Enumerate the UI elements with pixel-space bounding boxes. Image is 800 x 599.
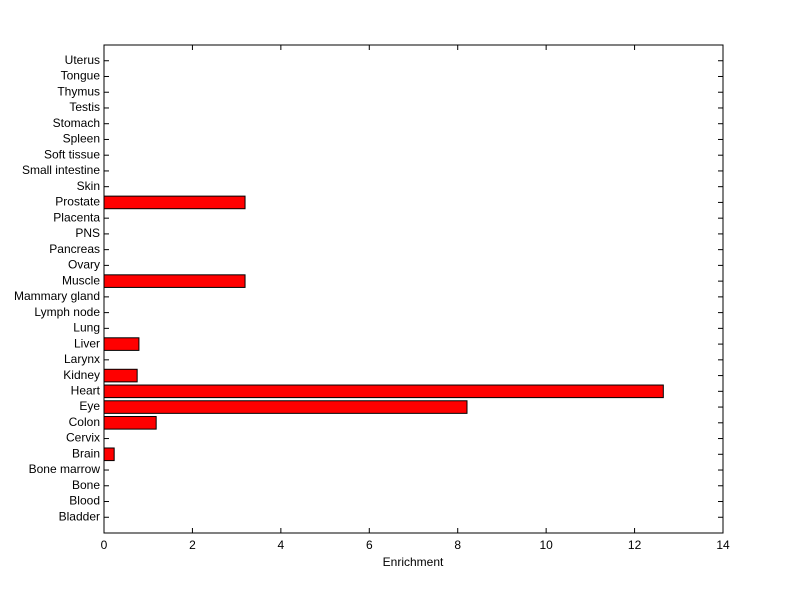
- plot-frame: [103, 44, 724, 534]
- y-tick-label: Stomach: [53, 116, 100, 130]
- y-tick-label: Ovary: [68, 258, 100, 272]
- x-tick-label: 4: [278, 538, 285, 552]
- bar: [103, 274, 246, 288]
- y-tick-label: Mammary gland: [14, 289, 100, 303]
- x-tick-label: 2: [189, 538, 196, 552]
- y-tick-label: Prostate: [55, 195, 100, 209]
- bar: [103, 368, 138, 383]
- y-tick-label: Soft tissue: [44, 147, 100, 161]
- x-tick-label: 12: [628, 538, 642, 552]
- y-tick-label: Brain: [72, 446, 100, 460]
- y-tick-label: Lung: [73, 321, 100, 335]
- y-tick-label: Thymus: [57, 84, 100, 98]
- y-tick-label: Colon: [69, 415, 100, 429]
- bar: [103, 384, 664, 399]
- y-tick-label: PNS: [75, 226, 100, 240]
- y-tick-label: Larynx: [64, 352, 100, 366]
- bar: [103, 337, 140, 351]
- y-tick-label: Blood: [69, 494, 100, 508]
- bar: [103, 416, 157, 430]
- x-tick-label: 10: [539, 538, 553, 552]
- y-tick-label: Heart: [71, 383, 101, 397]
- bar: [103, 195, 246, 210]
- x-tick-label: 14: [716, 538, 730, 552]
- y-tick-label: Placenta: [53, 210, 100, 224]
- y-tick-label: Uterus: [65, 53, 100, 67]
- bar: [103, 447, 115, 462]
- y-tick-label: Pancreas: [49, 242, 100, 256]
- y-tick-label: Testis: [69, 100, 100, 114]
- y-tick-label: Small intestine: [22, 163, 100, 177]
- x-tick-label: 6: [366, 538, 373, 552]
- y-tick-label: Muscle: [62, 273, 100, 287]
- y-tick-label: Spleen: [63, 132, 100, 146]
- y-tick-label: Eye: [79, 399, 100, 413]
- y-tick-label: Lymph node: [34, 305, 100, 319]
- y-tick-label: Bone: [72, 478, 100, 492]
- y-tick-label: Tongue: [61, 69, 101, 83]
- y-tick-label: Skin: [77, 179, 100, 193]
- y-tick-label: Cervix: [66, 431, 100, 445]
- x-tick-label: 8: [454, 538, 461, 552]
- bar: [103, 400, 468, 414]
- y-tick-label: Bladder: [59, 509, 100, 523]
- y-tick-label: Bone marrow: [29, 462, 101, 476]
- x-tick-label: 0: [101, 538, 108, 552]
- y-tick-label: Liver: [74, 336, 100, 350]
- x-axis-label: Enrichment: [383, 555, 444, 569]
- y-tick-label: Kidney: [63, 368, 100, 382]
